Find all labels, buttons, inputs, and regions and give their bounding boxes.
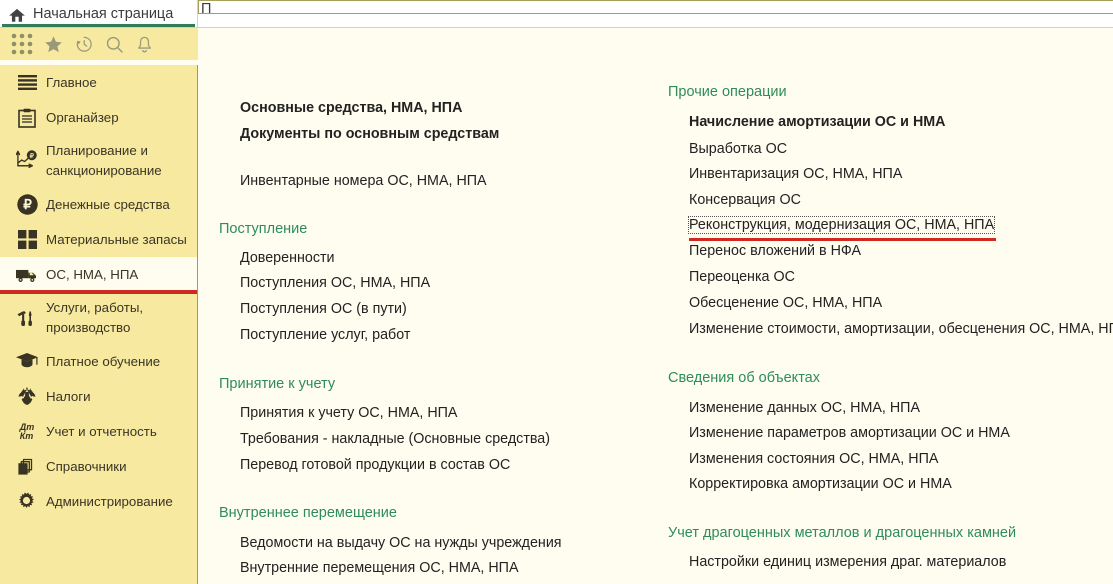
svg-text:₽: ₽: [23, 197, 32, 212]
